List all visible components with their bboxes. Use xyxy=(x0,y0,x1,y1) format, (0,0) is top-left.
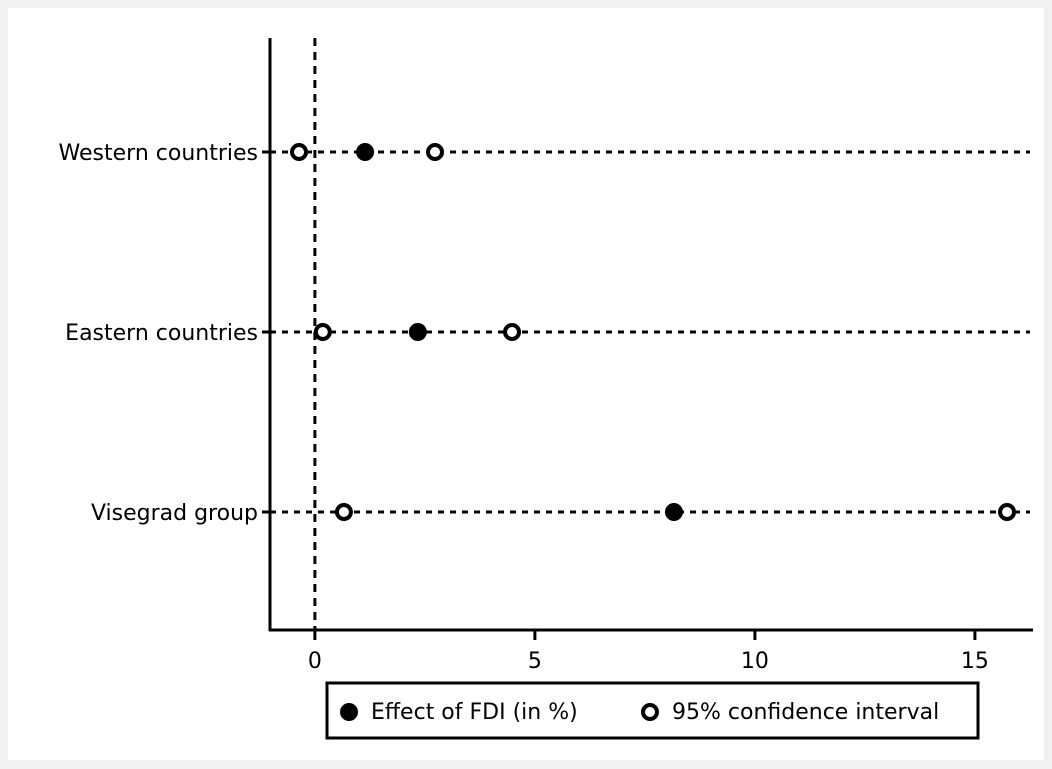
dot xyxy=(356,143,375,161)
y-tick-label: Eastern countries xyxy=(65,321,258,346)
dot xyxy=(408,323,427,341)
ci-dot xyxy=(426,143,445,161)
x-tick-label: 0 xyxy=(308,649,322,674)
ci-dot xyxy=(334,503,353,521)
y-tick-label: Western countries xyxy=(59,141,258,166)
x-tick-label: 5 xyxy=(528,649,542,674)
ci-dot xyxy=(503,323,522,341)
y-tick-label: Visegrad group xyxy=(91,501,258,526)
legend-marker xyxy=(641,703,659,721)
dot xyxy=(664,503,683,521)
legend-marker xyxy=(340,703,358,721)
plot-background xyxy=(8,8,1044,760)
ci-dot xyxy=(313,323,332,341)
x-tick-label: 10 xyxy=(741,649,769,674)
ci-dot xyxy=(998,503,1017,521)
legend-items: Effect of FDI (in %) 95% confidence inter… xyxy=(340,700,939,725)
ci-dot xyxy=(290,143,309,161)
x-tick-label: 15 xyxy=(961,649,989,674)
legend-label: Effect of FDI (in %) xyxy=(371,700,578,725)
legend-label: 95% confidence interval xyxy=(672,700,939,725)
